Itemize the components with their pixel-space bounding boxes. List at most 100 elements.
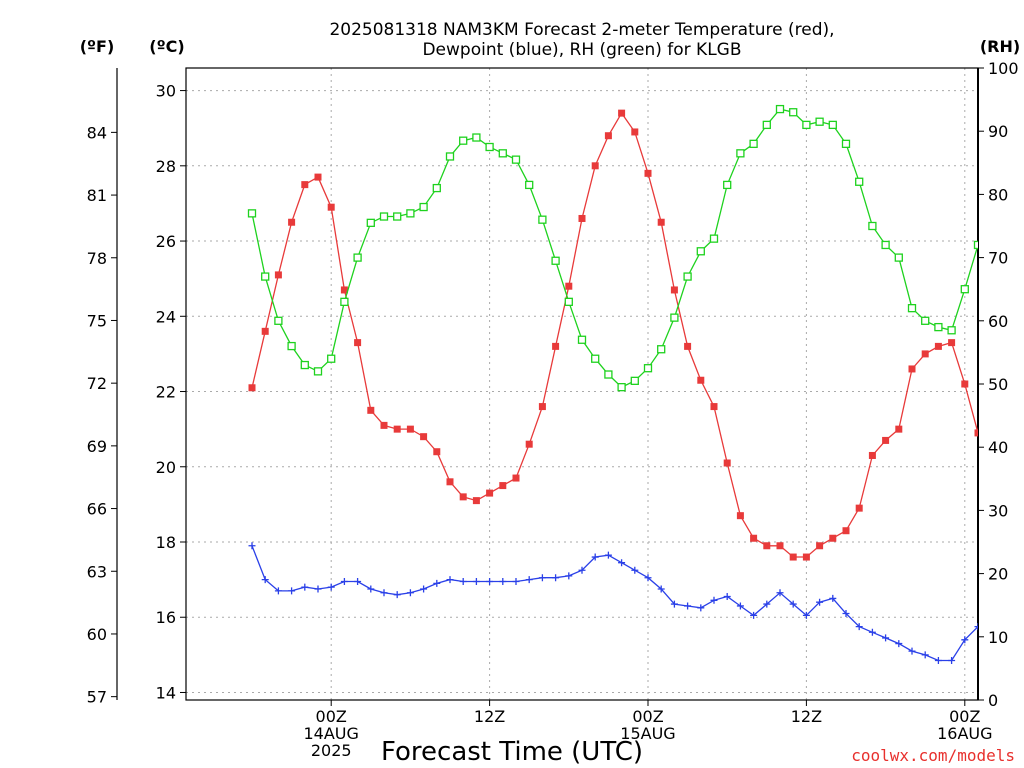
temperature-point [829,534,837,542]
temperature-point [578,214,586,222]
rh-unit-label: (RH) [980,37,1020,56]
chart-title-line-2: Dewpoint (blue), RH (green) for KLGB [422,40,741,60]
temperature-point [288,218,296,226]
rh-point [643,364,653,373]
rh-point [511,155,521,164]
rh-point [538,215,547,224]
rh-tick-label: 100 [988,59,1019,78]
rh-point [472,133,481,142]
dewpoint-point [855,623,863,631]
rh-point [485,142,494,152]
rh-point [789,108,798,117]
dewpoint-point [618,559,626,567]
temperature-point [895,425,903,433]
dewpoint-point [908,647,916,655]
temperature-point [433,448,441,456]
dewpoint-point [512,578,520,585]
dewpoint-point [604,551,612,559]
temperature-point [552,342,560,350]
fahrenheit-tick-label: 75 [87,311,107,330]
dewpoint-point [367,585,375,593]
rh-point [406,209,415,218]
dewpoint-point [340,578,348,585]
rh-point [709,234,719,243]
dewpoint-point [591,553,599,561]
celsius-tick-label: 18 [156,533,176,552]
temperature-point [988,475,995,482]
temperature-point [591,162,599,170]
fahrenheit-tick-label: 84 [87,123,107,142]
dewpoint-point [459,578,467,585]
rh-point [828,120,837,130]
rh-point [498,149,507,158]
rh-tick-label: 20 [988,565,1008,584]
x-tick-label: 14AUG [303,724,358,743]
rh-point [749,139,758,148]
rh-tick-label: 60 [988,312,1008,331]
dewpoint-point [393,591,401,599]
rh-point [696,247,705,256]
temperature-point [670,286,678,294]
temperature-point [684,342,692,350]
rh-point [525,180,534,190]
celsius-unit-label: (ºC) [149,37,184,56]
dewpoint-point [974,623,978,631]
rh-point [617,383,626,392]
fahrenheit-tick-label: 57 [87,688,107,707]
rh-point [960,285,969,294]
temperature-point [248,384,256,392]
dewpoint-point [934,657,942,664]
temperature-point [1014,512,1021,519]
dewpoint-point [644,574,652,582]
fahrenheit-tick-label: 72 [87,374,107,393]
x-axis-title: Forecast Time (UTC) [381,737,643,767]
dewpoint-point [486,578,494,585]
dewpoint-point [736,602,744,610]
x-tick-label: 12Z [791,707,822,726]
rh-point [657,345,666,354]
temperature-point [472,497,480,505]
rh-point [907,304,917,313]
temperature-point [512,474,520,482]
temperature-point [921,350,929,358]
rh-point [379,212,389,221]
rh-point [274,316,283,325]
temperature-point [816,542,824,550]
celsius-tick-label: 26 [156,232,176,251]
rh-point [934,322,943,332]
temperature-point [499,482,507,490]
rh-point [564,297,573,306]
temperature-point [644,169,652,177]
rh-point [683,272,692,281]
rh-point [670,313,679,322]
rh-point [551,256,560,265]
temperature-point [406,425,414,433]
rh-point [300,360,309,370]
temperature-point [274,271,282,279]
temperature-point [314,173,322,181]
temperature-point [974,429,978,437]
rh-tick-label: 30 [988,501,1008,520]
temperature-point [538,403,546,411]
fahrenheit-tick-label: 81 [87,186,107,205]
temperature-point [486,489,494,497]
dewpoint-point [842,609,850,617]
temperature-point [367,406,375,414]
fahrenheit-tick-label: 78 [87,249,107,268]
dewpoint-point [789,600,797,608]
dewpoint-point [565,572,573,580]
dewpoint-point [657,585,665,593]
dewpoint-point [776,589,784,597]
temperature-point [789,553,797,561]
plot-frame [185,67,979,701]
dewpoint-point [750,611,758,619]
rh-point [775,104,785,114]
rh-point [868,221,877,231]
dewpoint-line [251,545,978,662]
rh-point [432,183,441,193]
rh-point [353,253,362,262]
rh-point [881,240,890,250]
temperature-point [882,436,890,444]
dewpoint-point [948,657,956,664]
temperature-point [604,132,612,140]
